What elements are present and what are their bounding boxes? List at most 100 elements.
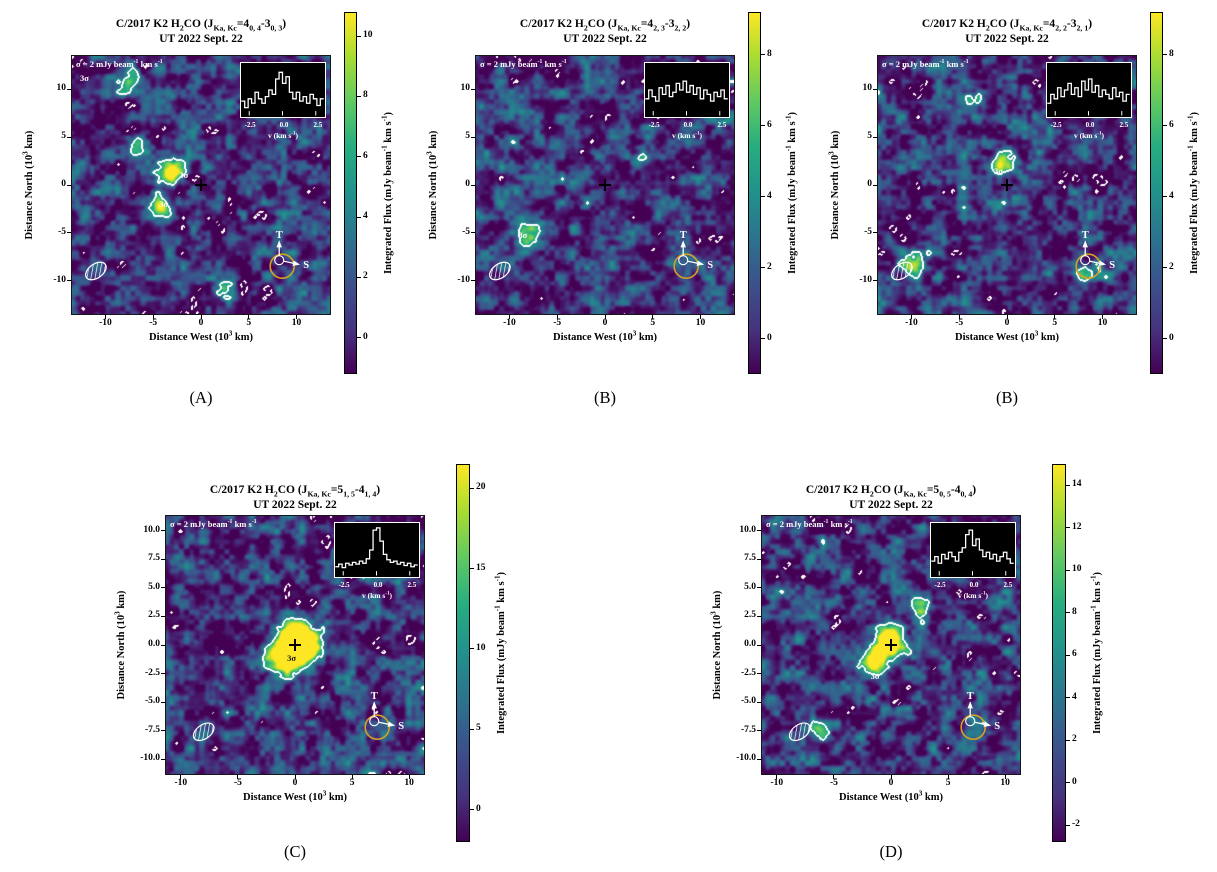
colorbar-tick-label: 10: [1072, 564, 1082, 575]
tick-mark: [161, 558, 165, 560]
spectrum-line: [241, 71, 324, 116]
colorbar-tick-label: 8: [767, 48, 772, 59]
y-tick-label: 2.5: [744, 610, 756, 621]
panel-title: C/2017 K2 H2CO (JKa, Kc=50, 5-40, 4): [805, 484, 977, 499]
tick-mark: [161, 587, 165, 589]
panel-title: C/2017 K2 H2CO (JKa, Kc=40, 4-30, 3): [115, 18, 287, 33]
spectrum-inset: -2.5 0.0 2.5 v (km s-1): [644, 62, 730, 140]
colorbar-tick-label: 8: [1072, 606, 1077, 617]
colorbar-tick-label: 4: [363, 211, 368, 222]
tick-mark: [357, 337, 361, 339]
tick-mark: [67, 88, 71, 90]
tick-mark: [1163, 54, 1167, 56]
tick-mark: [1066, 697, 1070, 699]
y-tick-label: 0: [61, 179, 66, 189]
beam-ellipse: [788, 722, 811, 742]
tick-mark: [1066, 612, 1070, 614]
tick-mark: [776, 775, 778, 779]
panel-subtitle: UT 2022 Sept. 22: [253, 499, 337, 511]
panel-subtitle: UT 2022 Sept. 22: [849, 499, 933, 511]
colorbar: [344, 12, 357, 374]
tick-mark: [161, 530, 165, 532]
sun-arrow: [1089, 260, 1107, 266]
tick-mark: [1066, 527, 1070, 529]
tick-mark: [471, 88, 475, 90]
tick-mark: [757, 673, 761, 675]
y-tick-label: 5.0: [744, 581, 756, 592]
map-overlay: TS: [891, 179, 1115, 281]
y-tick-label: -10: [53, 274, 66, 285]
compass-origin-circle: [678, 255, 689, 266]
inset-tick-label: 0.0: [1085, 121, 1095, 129]
y-tick-label: 10.0: [143, 524, 160, 535]
tick-mark: [757, 730, 761, 732]
spectrum-step-line: [931, 529, 1014, 564]
tick-mark: [757, 558, 761, 560]
inset-x-label: v (km s-1): [267, 130, 299, 140]
y-tick-label: 2.5: [148, 610, 160, 621]
beam-ellipse: [489, 261, 511, 281]
contour-level-label: 3σ: [79, 72, 89, 83]
sun-direction-label: S: [994, 721, 1000, 732]
sigma-annotation: σ = 2 mJy beam-1 km s-1: [480, 59, 567, 69]
x-tick-label: 5: [945, 778, 951, 788]
y-tick-label: -5: [462, 226, 470, 237]
sun-direction-label: S: [707, 260, 713, 271]
tick-mark: [1066, 782, 1070, 784]
inset-tick-label: -2.5: [1050, 121, 1062, 129]
spectrum-line: [1047, 78, 1130, 116]
panel-subtitle: UT 2022 Sept. 22: [563, 33, 647, 45]
tick-mark: [1066, 824, 1070, 826]
y-tick-label: 0: [867, 179, 872, 189]
tick-mark: [357, 216, 361, 218]
y-tick-label: 7.5: [744, 553, 756, 564]
spectrum-step-line: [241, 71, 324, 109]
x-tick-label: 10: [695, 318, 706, 328]
sun-arrow: [687, 260, 705, 266]
y-tick-label: -2.5: [144, 667, 160, 678]
x-tick-label: 0: [198, 318, 204, 328]
tick-mark: [873, 184, 877, 186]
tick-mark: [248, 315, 250, 319]
colorbar: [456, 464, 470, 842]
tick-mark: [1006, 315, 1008, 319]
spectrum-line: [335, 527, 418, 576]
colorbar-tick-label: 6: [1072, 649, 1077, 660]
tick-mark: [161, 701, 165, 703]
colorbar-label: Integrated Flux (mJy beam-1 km s-1): [1089, 571, 1104, 735]
compass-origin-circle: [965, 716, 976, 727]
x-axis-label: Distance West (103 km): [243, 789, 347, 803]
x-tick-label: 10: [291, 318, 302, 328]
tick-mark: [180, 775, 182, 779]
nucleus-cross: [289, 639, 301, 651]
tick-mark: [508, 315, 510, 319]
inset-tick-label: -2.5: [934, 581, 946, 589]
panel-B1: C/2017 K2 H2CO (JKa, Kc=42, 3-32, 2) UT …: [418, 6, 814, 418]
tick-mark: [470, 487, 474, 489]
y-tick-label: -7.5: [144, 724, 160, 735]
colorbar-tick-label: 4: [767, 190, 772, 201]
spectrum-inset: -2.5 0.0 2.5 v (km s-1): [334, 522, 420, 600]
panel-title: C/2017 K2 H2CO (JKa, Kc=42, 3-32, 2): [519, 18, 691, 33]
tick-mark: [700, 315, 702, 319]
nucleus-cross: [599, 179, 611, 191]
x-tick-label: -5: [553, 318, 562, 328]
nucleus-cross: [885, 639, 897, 651]
tick-mark: [833, 775, 835, 779]
tick-mark: [757, 644, 761, 646]
inset-tick-label: 2.5: [407, 581, 417, 589]
spectrum-line: [645, 80, 728, 116]
tick-mark: [200, 315, 202, 319]
tick-mark: [947, 775, 949, 779]
tick-mark: [556, 315, 558, 319]
tick-mark: [161, 730, 165, 732]
tick-mark: [470, 728, 474, 730]
colorbar-tick-label: 0: [476, 803, 481, 814]
y-tick-label: 0.0: [744, 639, 756, 649]
tick-mark: [761, 54, 765, 56]
tick-mark: [351, 775, 353, 779]
tick-mark: [161, 644, 165, 646]
colorbar-tick-label: 2: [767, 261, 772, 272]
y-tick-label: 10: [862, 83, 873, 94]
